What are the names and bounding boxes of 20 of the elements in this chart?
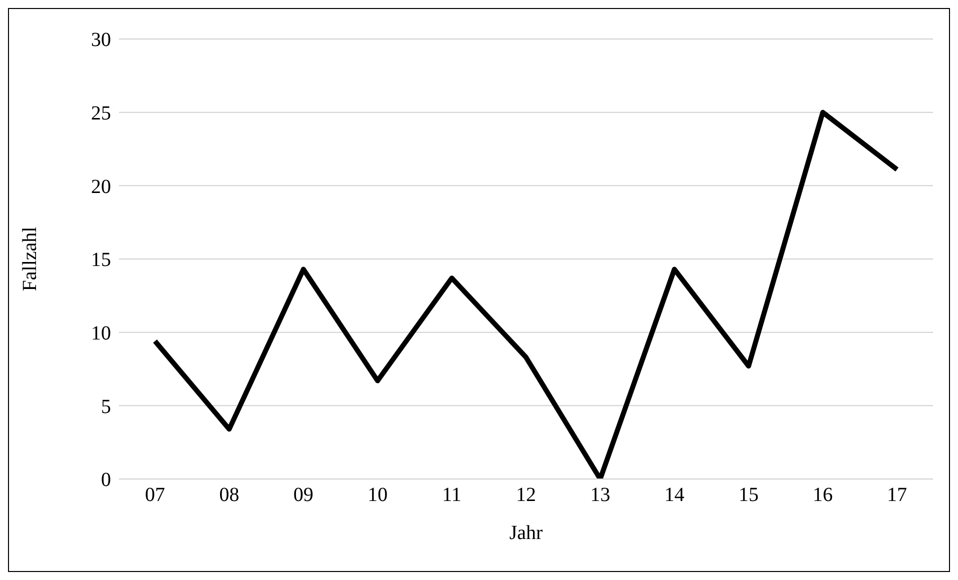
y-tick-label: 0 (101, 469, 111, 492)
x-tick-label: 14 (664, 484, 684, 506)
x-tick-label: 16 (812, 484, 833, 506)
x-tick-label: 10 (368, 484, 388, 506)
y-tick-label: 30 (91, 29, 111, 52)
x-tick-label: 08 (219, 484, 240, 506)
x-tick-label: 15 (738, 484, 759, 506)
x-tick-label: 12 (516, 484, 536, 506)
y-tick-label: 10 (91, 322, 111, 344)
y-tick-label: 15 (91, 249, 111, 272)
y-tick-label: 20 (91, 176, 111, 198)
y-tick-label: 5 (101, 396, 111, 418)
x-tick-label: 17 (887, 484, 907, 506)
x-tick-label: 07 (145, 484, 165, 506)
y-axis-title: Fallzahl (19, 226, 42, 292)
x-tick-label: 09 (293, 484, 314, 506)
x-axis-title: Jahr (509, 522, 543, 544)
y-tick-label: 25 (91, 102, 111, 124)
x-tick-label: 13 (590, 484, 610, 506)
x-tick-label: 11 (442, 484, 462, 506)
